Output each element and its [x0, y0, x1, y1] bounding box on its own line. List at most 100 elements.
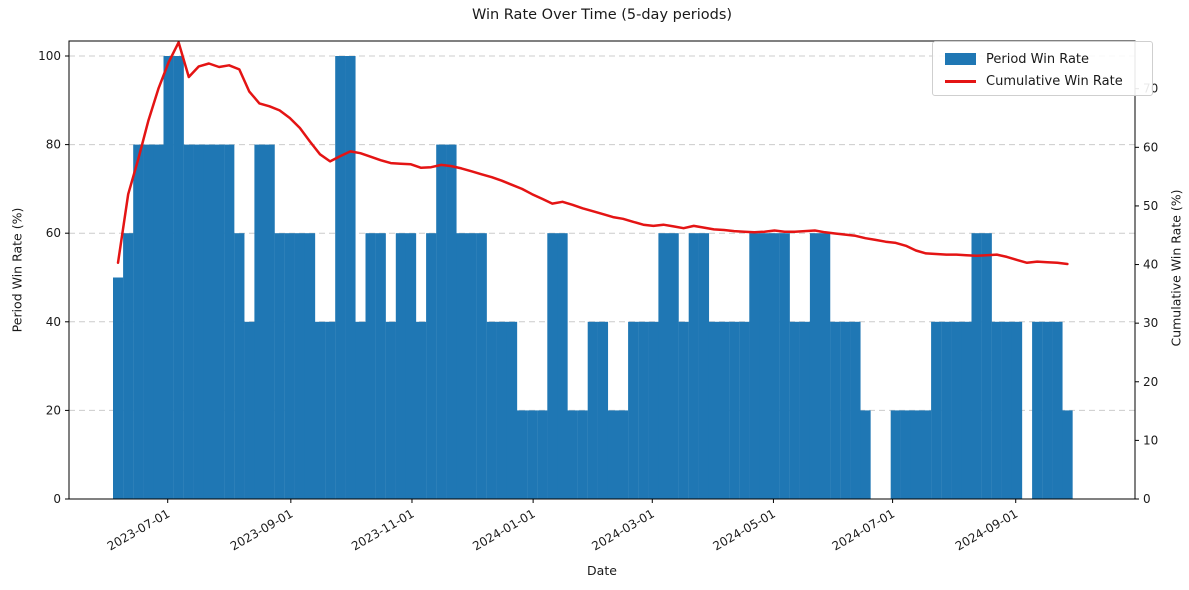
period-win-rate-bar [628, 321, 639, 499]
period-win-rate-bar [678, 321, 689, 499]
period-win-rate-bar [779, 233, 790, 499]
period-win-rate-bar [315, 321, 326, 499]
x-tick-label: 2024-09-01 [953, 506, 1020, 553]
period-win-rate-bar [921, 410, 932, 499]
period-win-rate-bar [749, 233, 760, 499]
period-win-rate-bar [597, 321, 609, 499]
period-win-rate-bar [395, 233, 407, 499]
period-win-rate-bar [820, 233, 831, 499]
period-win-rate-bar [325, 321, 336, 499]
period-win-rate-bar [739, 321, 750, 499]
period-win-rate-bar [618, 410, 629, 499]
period-win-rate-bar [971, 233, 982, 499]
period-win-rate-bar [1042, 321, 1053, 499]
period-win-rate-bar [658, 233, 669, 499]
period-win-rate-bar [769, 233, 780, 499]
legend-item-period-win-rate: Period Win Rate [945, 48, 1142, 70]
period-win-rate-bar [224, 144, 235, 499]
period-win-rate-bar [850, 321, 861, 499]
period-win-rate-bar [547, 233, 558, 499]
period-win-rate-bar [577, 410, 588, 499]
left-y-axis-title: Period Win Rate (%) [9, 207, 25, 333]
right-y-tick-label: 30 [1143, 316, 1158, 330]
period-win-rate-bar [931, 321, 942, 499]
period-win-rate-bar [910, 410, 922, 499]
left-y-tick-label: 20 [46, 403, 61, 417]
period-win-rate-bar [860, 410, 871, 499]
period-win-rate-bar [193, 144, 205, 499]
period-win-rate-bar [496, 321, 508, 499]
period-win-rate-bar [729, 321, 740, 499]
period-win-rate-bar [587, 321, 598, 499]
x-tick-label: 2024-01-01 [470, 506, 537, 553]
period-win-rate-bar [840, 321, 851, 499]
period-win-rate-bar [486, 321, 497, 499]
left-y-tick-label: 0 [53, 492, 61, 506]
period-win-rate-bar [365, 233, 376, 499]
period-win-rate-bar [961, 321, 972, 499]
x-tick-label: 2024-07-01 [830, 506, 897, 553]
period-win-rate-bar [214, 144, 225, 499]
legend: Period Win Rate Cumulative Win Rate [932, 41, 1153, 96]
period-win-rate-bar [355, 321, 366, 499]
right-y-tick-label: 60 [1143, 140, 1158, 154]
period-win-rate-bar [567, 410, 578, 499]
right-y-tick-label: 50 [1143, 199, 1158, 213]
period-win-rate-bar [264, 144, 275, 499]
period-win-rate-bar [203, 144, 215, 499]
period-win-rate-bar [799, 321, 811, 499]
period-win-rate-bar [446, 144, 457, 499]
period-win-rate-bar [981, 233, 992, 499]
period-win-rate-bar [809, 233, 821, 499]
period-win-rate-bar [143, 144, 154, 499]
period-win-rate-bar [173, 56, 184, 499]
period-win-rate-bar [941, 321, 952, 499]
period-win-rate-bar [638, 321, 649, 499]
period-win-rate-bar [890, 410, 901, 499]
legend-item-cumulative-win-rate: Cumulative Win Rate [945, 70, 1142, 92]
period-win-rate-bar [163, 56, 174, 499]
legend-label: Period Win Rate [986, 51, 1090, 67]
period-win-rate-bar [517, 410, 528, 499]
period-win-rate-bar [345, 56, 356, 499]
period-win-rate-bar [335, 56, 346, 499]
period-win-rate-bar [1001, 321, 1013, 499]
period-win-rate-bar [1011, 321, 1023, 499]
right-y-tick-label: 0 [1143, 492, 1151, 506]
period-win-rate-bar [476, 233, 487, 499]
right-y-tick-label: 40 [1143, 258, 1158, 272]
period-win-rate-bar [466, 233, 477, 499]
period-win-rate-bar [274, 233, 285, 499]
period-win-rate-bar [759, 233, 770, 499]
period-win-rate-bar [113, 277, 124, 499]
period-win-rate-bar [708, 321, 720, 499]
period-win-rate-bar [133, 144, 144, 499]
bar-swatch-icon [945, 53, 976, 65]
period-win-rate-bar [385, 321, 396, 499]
period-win-rate-bar [668, 233, 679, 499]
period-win-rate-bar [426, 233, 437, 499]
period-win-rate-bar [1052, 321, 1063, 499]
period-win-rate-bar [951, 321, 962, 499]
period-win-rate-bar [537, 410, 548, 499]
legend-label: Cumulative Win Rate [986, 73, 1123, 89]
left-y-tick-label: 100 [38, 49, 61, 63]
right-y-tick-label: 10 [1143, 433, 1158, 447]
period-win-rate-bar [607, 410, 619, 499]
period-win-rate-bar [557, 233, 568, 499]
x-tick-label: 2024-05-01 [711, 506, 778, 553]
period-win-rate-bar [698, 233, 710, 499]
period-win-rate-bar [294, 233, 306, 499]
period-win-rate-bar [506, 321, 518, 499]
period-win-rate-bar [244, 321, 255, 499]
axes-frame [68, 40, 1136, 500]
x-tick-label: 2023-07-01 [105, 506, 172, 553]
x-tick-label: 2024-03-01 [589, 506, 656, 553]
period-win-rate-bar [719, 321, 730, 499]
period-win-rate-bar [991, 321, 1002, 499]
line-swatch-icon [945, 79, 976, 83]
period-win-rate-bar [436, 144, 447, 499]
x-tick-label: 2023-11-01 [349, 506, 416, 553]
